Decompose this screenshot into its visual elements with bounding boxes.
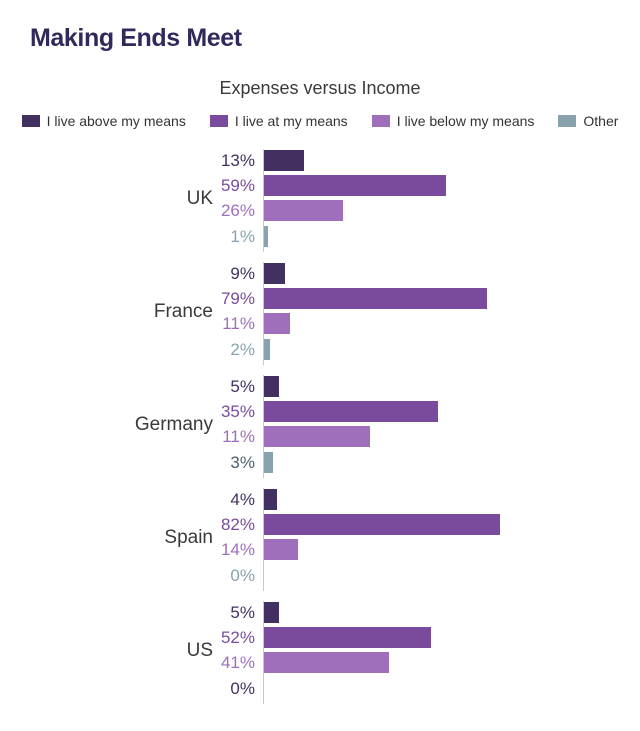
value-label: 3% — [230, 453, 255, 472]
legend-swatch — [371, 115, 390, 127]
value-bar — [264, 175, 446, 196]
value-label: 14% — [220, 540, 255, 559]
legend-item: I live below my means — [371, 113, 535, 129]
value-label: 1% — [230, 227, 255, 246]
value-label: 5% — [230, 377, 255, 396]
value-label: 9% — [230, 264, 255, 283]
legend-label: I live below my means — [396, 113, 535, 129]
value-bar — [264, 514, 500, 535]
page-title: Making Ends Meet — [30, 24, 242, 52]
value-bar — [264, 313, 290, 334]
value-bar — [264, 288, 487, 309]
axis-line — [263, 601, 264, 704]
axis-line — [263, 262, 264, 365]
legend-label: I live at my means — [234, 113, 348, 129]
legend-swatch — [21, 115, 40, 127]
value-label: 13% — [220, 151, 255, 170]
value-bar — [264, 376, 279, 397]
value-label: 11% — [222, 314, 255, 333]
value-bar — [264, 200, 343, 221]
country-label: Germany — [134, 413, 213, 435]
value-bar — [264, 602, 279, 623]
country-label: France — [153, 300, 213, 322]
value-bar — [264, 263, 285, 284]
value-bar — [264, 339, 270, 360]
legend-swatch — [558, 115, 577, 127]
value-bar — [264, 401, 438, 422]
value-bar — [264, 539, 298, 560]
country-label: US — [186, 639, 213, 661]
value-label: 35% — [220, 402, 255, 421]
value-bar — [264, 489, 277, 510]
value-label: 0% — [230, 566, 255, 585]
value-bar — [264, 627, 431, 648]
legend-label: Other — [583, 113, 619, 129]
legend-label: I live above my means — [46, 113, 186, 129]
legend-item: I live at my means — [209, 113, 348, 129]
value-label: 26% — [220, 201, 255, 220]
chart-subtitle: Expenses versus Income — [219, 78, 421, 98]
value-label: 0% — [230, 679, 255, 698]
legend: I live above my means I live at my means I… — [0, 110, 640, 132]
value-label: 4% — [230, 490, 255, 509]
value-label: 59% — [220, 176, 255, 195]
country-label: Spain — [164, 526, 213, 548]
value-label: 2% — [230, 340, 255, 359]
value-bar — [264, 426, 370, 447]
value-label: 52% — [220, 628, 255, 647]
value-bar — [264, 452, 273, 473]
axis-line — [263, 488, 264, 591]
axis-line — [263, 149, 264, 252]
value-bar — [264, 652, 389, 673]
legend-item: I live above my means — [21, 113, 186, 129]
value-bar — [264, 226, 268, 247]
value-bar — [264, 150, 304, 171]
value-label: 82% — [220, 515, 255, 534]
country-label: UK — [186, 187, 213, 209]
value-label: 79% — [220, 289, 255, 308]
legend-item: Other — [558, 113, 618, 129]
value-label: 11% — [222, 427, 255, 446]
value-label: 5% — [230, 603, 255, 622]
axis-line — [263, 375, 264, 478]
legend-swatch — [209, 115, 228, 127]
value-label: 41% — [220, 653, 255, 672]
